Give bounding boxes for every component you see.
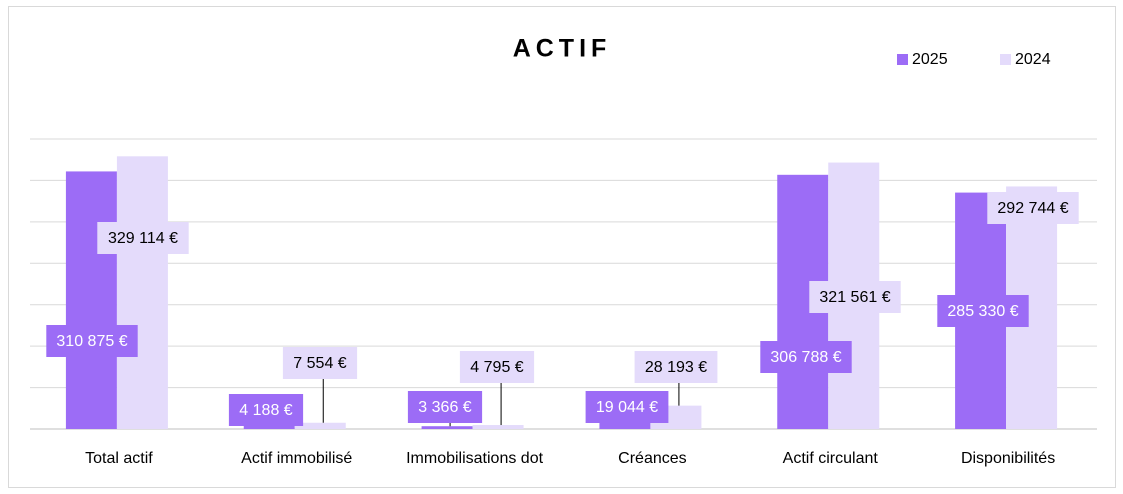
legend-swatch (1000, 54, 1011, 65)
data-label: 28 193 € (645, 359, 707, 376)
data-label: 321 561 € (819, 289, 890, 306)
x-tick-label: Immobilisations dot (406, 450, 544, 467)
data-label-box (937, 295, 1029, 327)
data-label: 285 330 € (947, 303, 1018, 320)
bar (472, 425, 524, 429)
bar (65, 171, 117, 430)
data-label-box (459, 351, 535, 383)
data-label: 306 788 € (770, 349, 841, 366)
x-tick-label: Actif circulant (783, 450, 879, 467)
data-label-box (809, 281, 901, 313)
data-label-box (987, 192, 1079, 224)
data-label: 3 366 € (418, 399, 471, 416)
legend-label: 2024 (1015, 51, 1051, 68)
x-tick-label: Actif immobilisé (241, 450, 352, 467)
bar (294, 422, 346, 429)
data-label: 4 188 € (239, 402, 292, 419)
bar (116, 156, 168, 429)
data-label-box (634, 351, 718, 383)
data-label: 19 044 € (596, 399, 658, 416)
chart-title: ACTIF (513, 35, 612, 63)
data-label-box (97, 222, 189, 254)
data-label-box (228, 394, 304, 426)
data-label-box (760, 341, 852, 373)
bar (421, 426, 473, 429)
data-label-box (46, 325, 138, 357)
data-label-box (585, 391, 669, 423)
x-tick-label: Disponibilités (961, 450, 1055, 467)
data-label-box (407, 391, 483, 423)
data-label: 292 744 € (997, 200, 1068, 217)
data-label: 4 795 € (470, 359, 523, 376)
bar (243, 425, 295, 429)
data-label: 329 114 € (108, 230, 178, 247)
legend-label: 2025 (912, 51, 948, 68)
x-tick-label: Total actif (85, 450, 153, 467)
x-tick-label: Créances (618, 450, 686, 467)
data-label-box (282, 347, 358, 379)
data-label: 310 875 € (56, 333, 127, 350)
data-label: 7 554 € (293, 355, 346, 372)
chart-border (8, 6, 1116, 488)
legend-swatch (897, 54, 908, 65)
